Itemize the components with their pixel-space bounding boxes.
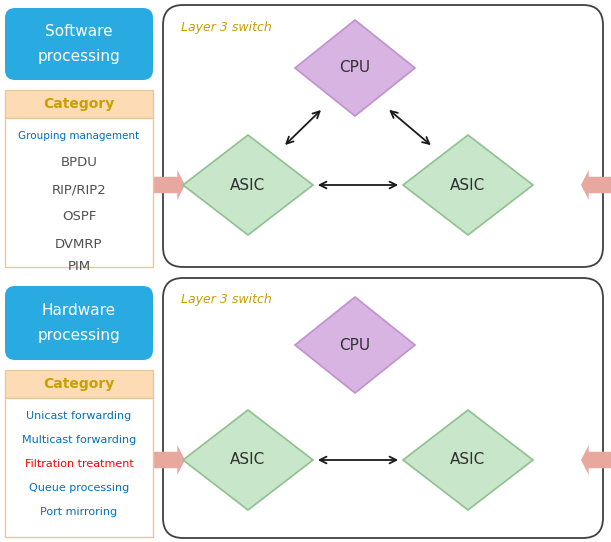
Text: Software
processing: Software processing xyxy=(38,24,120,64)
Text: ASIC: ASIC xyxy=(230,177,266,192)
Text: Unicast forwarding: Unicast forwarding xyxy=(26,411,131,421)
FancyBboxPatch shape xyxy=(5,370,153,398)
Polygon shape xyxy=(295,20,415,116)
Text: Grouping management: Grouping management xyxy=(18,131,139,141)
Text: CPU: CPU xyxy=(340,338,370,352)
Text: Layer 3 switch: Layer 3 switch xyxy=(181,294,272,306)
Polygon shape xyxy=(581,445,611,475)
Text: Layer 3 switch: Layer 3 switch xyxy=(181,21,272,34)
Text: RIP/RIP2: RIP/RIP2 xyxy=(51,184,106,197)
Text: Category: Category xyxy=(43,97,115,111)
Text: Queue processing: Queue processing xyxy=(29,483,129,493)
Text: Hardware
processing: Hardware processing xyxy=(38,302,120,344)
Polygon shape xyxy=(295,297,415,393)
Text: Multicast forwarding: Multicast forwarding xyxy=(22,435,136,445)
FancyBboxPatch shape xyxy=(5,286,153,360)
FancyBboxPatch shape xyxy=(163,278,603,538)
FancyBboxPatch shape xyxy=(5,398,153,537)
FancyBboxPatch shape xyxy=(163,5,603,267)
FancyBboxPatch shape xyxy=(5,118,153,267)
Polygon shape xyxy=(141,170,185,200)
Text: BPDU: BPDU xyxy=(60,157,97,170)
Text: Port mirroring: Port mirroring xyxy=(40,507,117,517)
Text: ASIC: ASIC xyxy=(450,453,486,468)
Text: PIM: PIM xyxy=(67,260,90,273)
Polygon shape xyxy=(183,410,313,510)
Polygon shape xyxy=(183,135,313,235)
Text: OSPF: OSPF xyxy=(62,210,96,223)
Text: Category: Category xyxy=(43,377,115,391)
Polygon shape xyxy=(403,135,533,235)
FancyBboxPatch shape xyxy=(5,8,153,80)
Text: ASIC: ASIC xyxy=(230,453,266,468)
Text: DVMRP: DVMRP xyxy=(55,237,103,250)
Text: Filtration treatment: Filtration treatment xyxy=(24,459,133,469)
FancyBboxPatch shape xyxy=(5,90,153,118)
Polygon shape xyxy=(141,445,185,475)
Text: ASIC: ASIC xyxy=(450,177,486,192)
Polygon shape xyxy=(403,410,533,510)
Polygon shape xyxy=(581,170,611,200)
Text: CPU: CPU xyxy=(340,61,370,75)
